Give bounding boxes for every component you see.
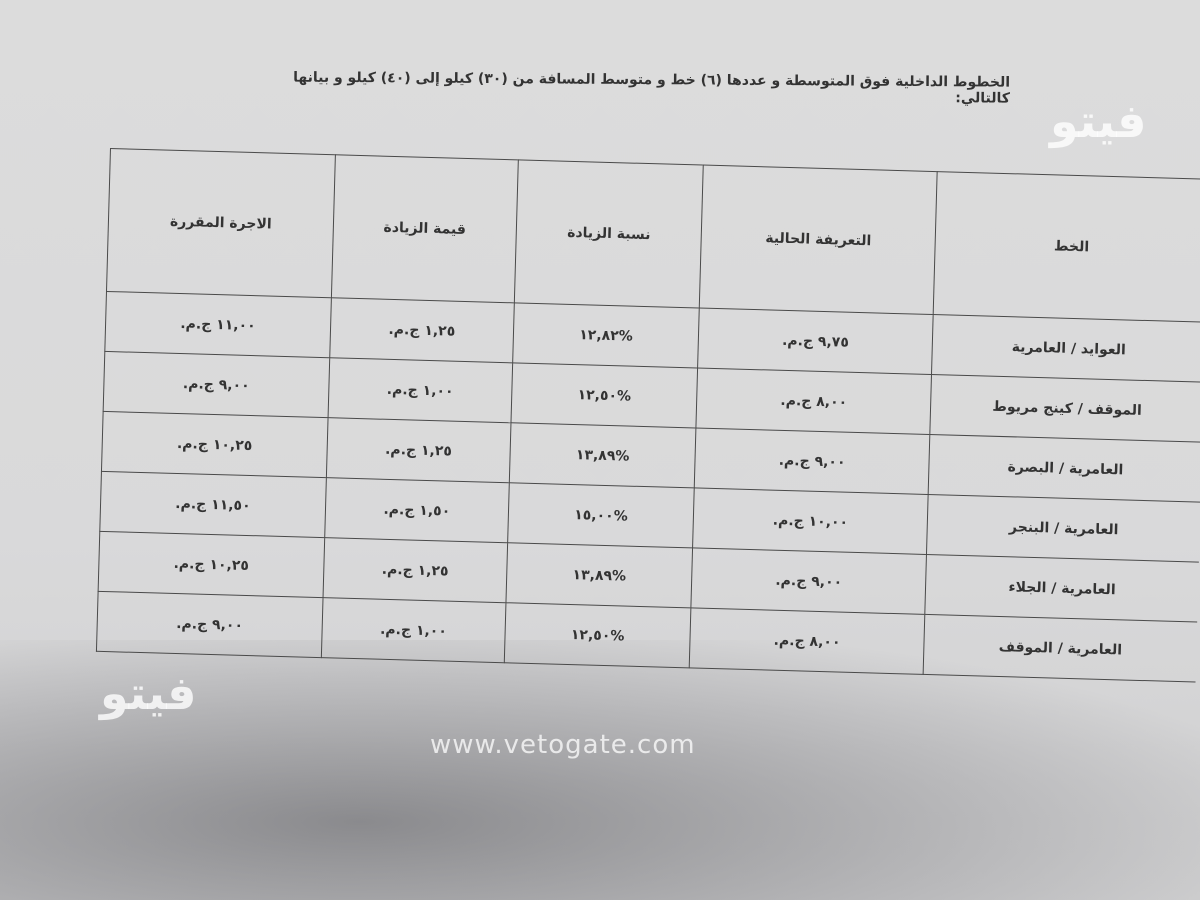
header-new-fare: الاجرة المقررة [106, 148, 336, 298]
document-intro: الخطوط الداخلية فوق المتوسطة و عددها (٦)… [293, 69, 1011, 107]
cell-increase-percent: %١٣,٨٩ [505, 542, 693, 608]
cell-current-fare: ٩,٠٠ ج.م. [691, 547, 927, 615]
cell-current-fare: ٩,٧٥ ج.م. [697, 308, 934, 375]
fares-table: الخط التعريفة الحالية نسبة الزيادة قيمة … [96, 148, 1200, 683]
cell-line: العامرية / البنجر [926, 494, 1200, 563]
cell-increase-percent: %١٢,٥٠ [510, 362, 698, 428]
cell-increase-value: ١,٠٠ ج.م. [327, 357, 513, 423]
cell-increase-percent: %١٢,٥٠ [504, 602, 692, 668]
header-line: الخط [933, 171, 1200, 323]
cell-current-fare: ٩,٠٠ ج.م. [694, 427, 930, 495]
cell-line: العوايد / العامرية [931, 314, 1200, 383]
cell-increase-value: ١,٢٥ ج.م. [329, 297, 515, 363]
cell-current-fare: ٨,٠٠ ج.م. [689, 607, 925, 675]
cell-new-fare: ١١,٠٠ ج.م. [104, 291, 332, 358]
cell-current-fare: ١٠,٠٠ ج.م. [692, 487, 929, 555]
cell-line: العامرية / الموقف [923, 614, 1198, 683]
header-current-fare: التعريفة الحالية [699, 165, 938, 315]
header-increase-value: قيمة الزيادة [331, 154, 519, 303]
watermark-site: www.vetogate.com [430, 730, 696, 760]
cell-increase-percent: %١٢,٨٢ [512, 302, 700, 368]
cell-new-fare: ٩,٠٠ ج.م. [96, 591, 323, 658]
header-increase-percent: نسبة الزيادة [514, 159, 704, 309]
cell-increase-value: ١,٠٠ ج.م. [321, 597, 506, 663]
cell-line: العامرية / البصرة [928, 434, 1200, 503]
cell-new-fare: ١٠,٢٥ ج.م. [98, 531, 325, 598]
cell-increase-percent: %١٣,٨٩ [509, 422, 697, 488]
fares-table-wrapper: الخط التعريفة الحالية نسبة الزيادة قيمة … [96, 148, 1200, 683]
cell-line: الموقف / كينج مريوط [929, 374, 1200, 443]
cell-increase-value: ١,٢٥ ج.م. [322, 537, 508, 603]
cell-increase-value: ١,٥٠ ج.م. [324, 477, 510, 543]
cell-increase-value: ١,٢٥ ج.م. [326, 417, 511, 483]
watermark-logo: فيتو [1050, 94, 1147, 148]
cell-new-fare: ٩,٠٠ ج.م. [103, 351, 330, 418]
cell-increase-percent: %١٥,٠٠ [507, 482, 695, 548]
cell-current-fare: ٨,٠٠ ج.م. [696, 367, 932, 435]
cell-line: العامرية / الجلاء [924, 554, 1199, 623]
cell-new-fare: ١٠,٢٥ ج.م. [101, 411, 328, 478]
watermark-logo-bottom: فيتو [100, 666, 197, 720]
cell-new-fare: ١١,٥٠ ج.م. [99, 471, 327, 538]
